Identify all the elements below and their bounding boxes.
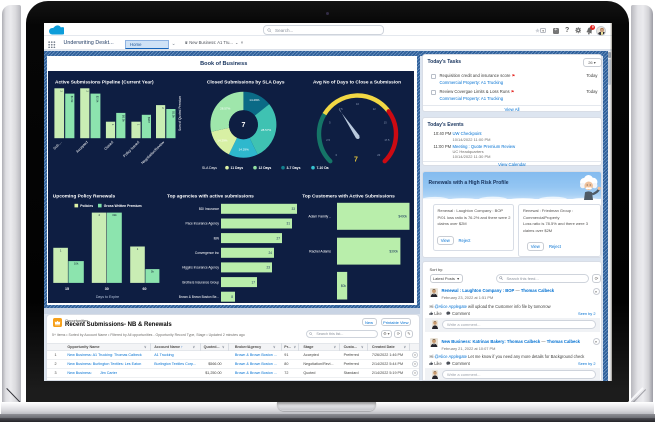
svg-text:2.5: 2.5 bbox=[326, 138, 330, 142]
svg-text:7.5: 7.5 bbox=[339, 107, 343, 111]
svg-text:15: 15 bbox=[65, 287, 69, 291]
svg-text:$987: $987 bbox=[147, 117, 151, 123]
svg-text:11 Days: 11 Days bbox=[231, 166, 244, 170]
svg-text:14.29%: 14.29% bbox=[249, 98, 260, 102]
svg-text:12: 12 bbox=[373, 107, 376, 111]
svg-text:1: 1 bbox=[60, 248, 62, 252]
svg-text:2: 2 bbox=[60, 91, 64, 93]
svg-text:7: 7 bbox=[241, 122, 245, 129]
svg-text:Upcoming Policy Renewals: Upcoming Policy Renewals bbox=[53, 194, 116, 200]
svg-text:4: 4 bbox=[98, 213, 100, 217]
svg-text:Pace Insurance Agency: Pace Insurance Agency bbox=[186, 222, 220, 226]
svg-text:32k: 32k bbox=[112, 213, 117, 217]
svg-text:Policies: Policies bbox=[80, 204, 93, 208]
svg-text:3-7 Days: 3-7 Days bbox=[287, 166, 301, 170]
svg-text:1: 1 bbox=[111, 124, 115, 126]
svg-text:Negotiation/Review: Negotiation/Review bbox=[140, 140, 165, 165]
svg-text:$1.5k: $1.5k bbox=[70, 96, 74, 103]
svg-text:0: 0 bbox=[336, 153, 338, 157]
svg-text:Higgins Insurance Agency: Higgins Insurance Agency bbox=[182, 266, 219, 270]
svg-text:12 Days: 12 Days bbox=[259, 166, 272, 170]
svg-text:17.5: 17.5 bbox=[384, 138, 390, 142]
svg-text:$1.5k: $1.5k bbox=[171, 111, 175, 118]
svg-text:1: 1 bbox=[137, 124, 141, 126]
svg-text:30: 30 bbox=[105, 287, 109, 291]
svg-text:5: 5 bbox=[329, 121, 331, 125]
svg-text:27: 27 bbox=[276, 236, 280, 240]
svg-text:23: 23 bbox=[266, 266, 270, 270]
svg-text:$2.5k: $2.5k bbox=[96, 96, 100, 103]
svg-text:Policy Issued: Policy Issued bbox=[122, 140, 140, 158]
svg-text:60: 60 bbox=[143, 287, 147, 291]
svg-text:24: 24 bbox=[268, 251, 272, 255]
svg-text:Active Submissions Pipeline (C: Active Submissions Pipeline (Current Yea… bbox=[55, 79, 154, 85]
svg-text:$0k: $0k bbox=[341, 284, 347, 288]
svg-text:Sub....: Sub.... bbox=[53, 140, 63, 150]
svg-text:14.29%: 14.29% bbox=[217, 139, 228, 143]
svg-text:$0.5k: $0.5k bbox=[121, 115, 125, 122]
svg-text:Sum of Quoted Premium: Sum of Quoted Premium bbox=[178, 96, 182, 131]
svg-text:Gross Written Premium: Gross Written Premium bbox=[104, 204, 142, 208]
svg-text:5k: 5k bbox=[151, 270, 155, 274]
svg-text:$400k: $400k bbox=[398, 215, 407, 219]
svg-text:Avg No of Days to Close a Subm: Avg No of Days to Close a Submission bbox=[313, 79, 401, 85]
svg-text:BDI Insurance: BDI Insurance bbox=[199, 207, 219, 211]
svg-text:20: 20 bbox=[377, 153, 380, 157]
svg-text:Brothers Insurance Group: Brothers Insurance Group bbox=[182, 280, 219, 284]
svg-text:IBN: IBN bbox=[214, 236, 220, 240]
svg-text:Closed Submissions by SLA Days: Closed Submissions by SLA Days bbox=[207, 79, 285, 85]
svg-text:14.29%: 14.29% bbox=[239, 147, 250, 151]
svg-text:10: 10 bbox=[356, 102, 359, 106]
svg-text:31: 31 bbox=[286, 222, 290, 226]
svg-text:$300k: $300k bbox=[389, 249, 398, 253]
svg-text:Accepted: Accepted bbox=[75, 140, 88, 153]
svg-text:15: 15 bbox=[384, 121, 387, 125]
svg-text:Top Customers with Active Subm: Top Customers with Active Submissions bbox=[302, 194, 395, 200]
svg-text:Convergence Inc: Convergence Inc bbox=[195, 251, 220, 255]
svg-text:Days to Expire: Days to Expire bbox=[96, 295, 119, 299]
svg-text:Adam Family ..: Adam Family .. bbox=[308, 215, 331, 219]
svg-text:2: 2 bbox=[161, 107, 165, 109]
svg-text:17: 17 bbox=[251, 280, 255, 284]
svg-text:Top agencies with active submi: Top agencies with active submissions bbox=[167, 194, 254, 200]
svg-text:28.57%: 28.57% bbox=[261, 128, 272, 132]
svg-text:1: 1 bbox=[137, 247, 139, 251]
svg-text:Closed: Closed bbox=[103, 140, 114, 151]
svg-text:33: 33 bbox=[291, 207, 295, 211]
svg-text:7: 7 bbox=[354, 157, 358, 164]
svg-text:28.57%: 28.57% bbox=[220, 107, 231, 111]
svg-text:8: 8 bbox=[231, 295, 233, 299]
svg-text:Brown & Brown Boston Be...: Brown & Brown Boston Be... bbox=[179, 295, 219, 299]
svg-text:SLA Days: SLA Days bbox=[202, 166, 217, 170]
svg-text:7-10 Da: 7-10 Da bbox=[317, 166, 329, 170]
svg-text:2: 2 bbox=[85, 91, 89, 93]
svg-text:Rachel Adams: Rachel Adams bbox=[309, 249, 331, 253]
svg-text:10k: 10k bbox=[74, 262, 79, 266]
